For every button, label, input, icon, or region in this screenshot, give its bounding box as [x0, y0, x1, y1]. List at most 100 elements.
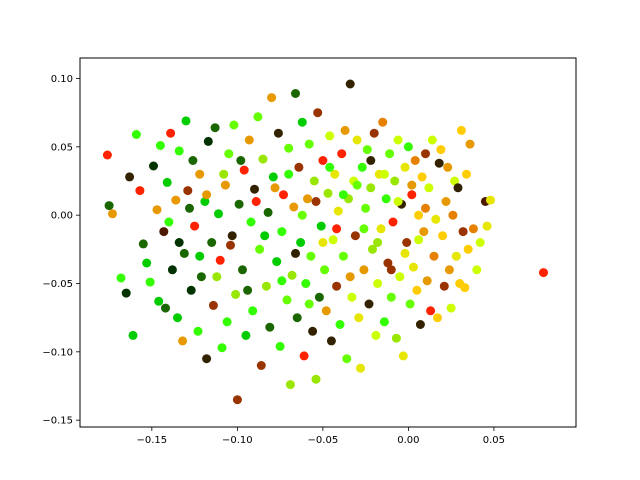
scatter-point	[333, 206, 343, 216]
scatter-point	[154, 296, 164, 306]
scatter-point	[227, 231, 237, 241]
scatter-point	[402, 238, 412, 247]
plot-frame	[79, 57, 577, 428]
scatter-point	[407, 190, 417, 200]
scatter-point	[431, 214, 441, 224]
scatter-point	[450, 176, 460, 186]
scatter-point	[270, 183, 280, 193]
scatter-point	[299, 351, 309, 361]
scatter-point	[304, 139, 314, 149]
scatter-point	[410, 156, 420, 165]
scatter-point	[357, 162, 367, 172]
scatter-point	[381, 194, 391, 204]
scatter-point	[306, 251, 316, 261]
scatter-point	[186, 285, 196, 295]
scatter-point	[219, 169, 229, 179]
scatter-point	[482, 221, 492, 231]
scatter-point	[195, 251, 205, 261]
scatter-point	[443, 162, 453, 172]
scatter-point	[183, 186, 193, 196]
y-tick-label: −0.05	[42, 279, 73, 290]
scatter-point	[164, 217, 174, 227]
scatter-point	[364, 299, 374, 309]
scatter-point	[229, 120, 239, 130]
scatter-point	[419, 227, 429, 237]
scatter-point	[446, 303, 456, 313]
scatter-point	[434, 158, 444, 168]
scatter-point	[453, 183, 463, 193]
scatter-point	[208, 300, 218, 310]
scatter-point	[246, 217, 256, 227]
scatter-point	[291, 89, 300, 98]
scatter-point	[412, 285, 422, 295]
scatter-point	[407, 180, 417, 190]
scatter-point	[268, 172, 278, 182]
scatter-point	[385, 149, 395, 159]
scatter-point	[282, 295, 292, 305]
scatter-point	[369, 128, 379, 138]
scatter-point	[405, 299, 415, 309]
scatter-point	[275, 341, 285, 351]
scatter-point	[152, 205, 162, 215]
scatter-point	[224, 149, 234, 159]
scatter-point	[433, 313, 442, 323]
scatter-point	[309, 176, 319, 186]
scatter-point	[102, 150, 112, 160]
scatter-point	[234, 199, 244, 209]
scatter-point	[263, 207, 273, 217]
scatter-point	[289, 202, 299, 212]
scatter-point	[277, 276, 287, 286]
scatter-point	[202, 190, 212, 200]
scatter-point	[388, 217, 398, 227]
scatter-point	[207, 238, 217, 247]
scatter-point	[345, 272, 355, 282]
scatter-point	[121, 288, 131, 298]
scatter-point	[203, 136, 213, 146]
scatter-point	[253, 112, 263, 122]
scatter-point	[409, 262, 418, 272]
scatter-point	[217, 343, 227, 353]
scatter-point	[313, 108, 323, 118]
scatter-point	[472, 265, 482, 275]
scatter-point	[296, 238, 306, 247]
scatter-point	[400, 248, 410, 258]
scatter-point	[376, 224, 386, 234]
scatter-point	[403, 142, 413, 152]
scatter-point	[116, 273, 126, 283]
scatter-point	[173, 313, 182, 323]
scatter-point	[291, 248, 300, 258]
x-tick-label: 0.00	[397, 435, 419, 446]
y-tick-label: 0.00	[51, 211, 73, 222]
scatter-point	[386, 292, 396, 302]
scatter-point	[429, 251, 439, 261]
scatter-point	[135, 186, 145, 196]
scatter-point	[427, 135, 437, 145]
scatter-point	[422, 276, 432, 286]
scatter-point	[159, 227, 169, 237]
scatter-point	[393, 135, 403, 145]
scatter-point	[368, 244, 377, 254]
scatter-point	[188, 156, 198, 165]
scatter-point	[379, 317, 389, 327]
scatter-point	[210, 123, 220, 133]
x-axis: −0.15 −0.10 −0.05 0.00 0.05	[137, 427, 505, 446]
scatter-point	[222, 317, 232, 327]
scatter-point	[337, 149, 347, 159]
scatter-point	[244, 135, 254, 145]
x-tick-label: −0.05	[308, 435, 339, 446]
scatter-point	[359, 224, 369, 234]
scatter-point	[318, 156, 328, 165]
scatter-point	[359, 265, 369, 275]
scatter-point	[414, 210, 424, 220]
scatter-point	[196, 272, 206, 282]
scatter-point	[421, 149, 430, 159]
scatter-point	[463, 244, 473, 254]
scatter-point	[272, 257, 282, 267]
scatter-point	[366, 183, 376, 193]
scatter-point	[456, 125, 466, 135]
scatter-point	[256, 361, 266, 370]
scatter-point	[400, 162, 410, 172]
scatter-point	[273, 128, 283, 138]
scatter-point	[314, 292, 324, 302]
